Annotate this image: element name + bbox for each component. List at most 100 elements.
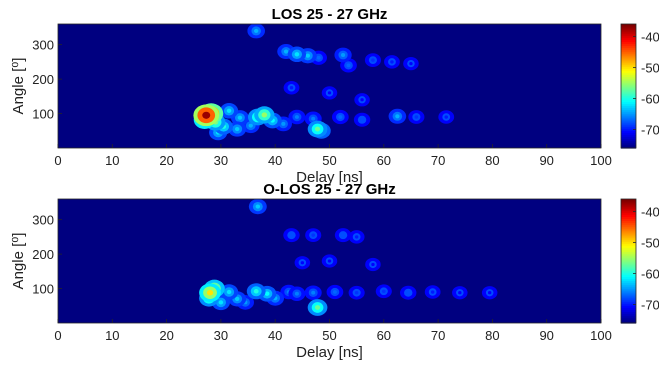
colorbar-segment xyxy=(621,212,636,216)
colorbar-segment xyxy=(621,262,636,266)
colorbar-segment xyxy=(621,111,636,114)
colorbar-segment xyxy=(621,237,636,241)
heatmap-peak xyxy=(294,52,300,57)
heatmap-peak xyxy=(283,49,289,54)
colorbar-segment xyxy=(621,233,636,237)
heatmap-peak xyxy=(218,300,224,305)
colorbar-segment xyxy=(621,41,636,44)
x-tick-label: 60 xyxy=(377,153,391,168)
x-tick-label: 100 xyxy=(590,328,612,343)
colorbar-frame xyxy=(620,198,637,324)
colorbar-segment xyxy=(621,311,636,314)
colorbar-segment xyxy=(621,72,636,75)
colorbar-segment xyxy=(621,120,636,124)
colorbar-segment xyxy=(621,278,636,281)
colorbar-segment xyxy=(621,231,636,235)
colorbar-segment xyxy=(621,253,636,256)
heatmap-peak xyxy=(341,233,345,237)
colorbar-segment xyxy=(621,280,636,283)
x-tick-label: 40 xyxy=(268,153,282,168)
colorbar-segment xyxy=(621,218,636,221)
colorbar-segment xyxy=(621,140,636,143)
colorbar-segment xyxy=(621,243,636,247)
colorbar-segment xyxy=(621,305,636,309)
colorbar-segment xyxy=(621,107,636,110)
colorbar-segment xyxy=(621,97,636,101)
colorbar-segment xyxy=(621,292,636,295)
colorbar-segment xyxy=(621,74,636,77)
heatmap-peak xyxy=(226,289,232,295)
x-axis-label: Delay [ns] xyxy=(296,169,363,186)
heatmap-peak xyxy=(371,58,375,62)
colorbar-segment xyxy=(621,132,636,136)
heatmap-peak xyxy=(294,115,299,119)
colorbar-segment xyxy=(621,66,636,70)
heatmap-peak xyxy=(305,53,311,58)
colorbar-segment xyxy=(621,51,636,54)
colorbar-segment xyxy=(621,47,636,50)
colorbar-segment xyxy=(621,138,636,141)
heatmap-peak xyxy=(390,60,394,64)
colorbar-segment xyxy=(621,142,636,145)
colorbar-segment xyxy=(621,230,636,233)
heatmap-peak xyxy=(340,53,346,57)
heatmap-peak xyxy=(327,91,332,95)
colorbar-segment xyxy=(621,115,636,118)
x-tick-label: 20 xyxy=(159,328,173,343)
colorbar-segment xyxy=(621,49,636,52)
heatmap-peak xyxy=(409,61,413,66)
colorbar-segment xyxy=(621,122,636,126)
colorbar-segment xyxy=(621,93,636,97)
heatmap-peak xyxy=(360,117,364,122)
heatmap-peak xyxy=(255,204,261,209)
colorbar-segment xyxy=(621,144,636,147)
colorbar-segment xyxy=(621,136,636,139)
heatmap-peak xyxy=(237,115,243,120)
heatmap-peak xyxy=(430,290,435,294)
colorbar-segment xyxy=(621,251,636,254)
colorbar-tick-label: -40 xyxy=(641,204,659,219)
y-tick-label: 100 xyxy=(32,282,54,297)
colorbar-segment xyxy=(621,220,636,223)
heatmap-peak xyxy=(314,305,321,310)
colorbar-segment xyxy=(621,228,636,231)
colorbar-tick-label: -60 xyxy=(641,266,659,281)
heatmap-peak xyxy=(226,108,232,113)
colorbar-segment xyxy=(621,274,636,278)
heatmap-peak xyxy=(360,98,364,102)
x-tick-label: 80 xyxy=(485,328,499,343)
colorbar-segment xyxy=(621,276,636,280)
colorbar-segment xyxy=(621,270,636,274)
colorbar-tick-label: -50 xyxy=(641,60,659,75)
colorbar-segment xyxy=(621,55,636,58)
colorbar-segment xyxy=(621,301,636,305)
colorbar-segment xyxy=(621,199,636,202)
colorbar-segment xyxy=(621,295,636,299)
colorbar-segment xyxy=(621,241,636,245)
y-tick-label: 300 xyxy=(32,213,54,228)
colorbar-segment xyxy=(621,259,636,262)
heatmap-peak xyxy=(254,28,259,33)
colorbar-segment xyxy=(621,282,636,285)
colorbar: -40 -50 -60 -70 xyxy=(620,198,659,324)
x-tick-label: 0 xyxy=(54,328,61,343)
y-tick-label: 200 xyxy=(32,72,54,87)
colorbar-segment xyxy=(621,82,636,85)
colorbar-segment xyxy=(621,58,636,62)
colorbar: -40 -50 -60 -70 xyxy=(620,23,659,149)
colorbar-segment xyxy=(621,31,636,35)
colorbar-segment xyxy=(621,29,636,33)
colorbar-segment xyxy=(621,43,636,46)
x-tick-label: 50 xyxy=(322,328,336,343)
colorbar-segment xyxy=(621,290,636,293)
x-tick-label: 90 xyxy=(539,328,553,343)
x-tick-label: 100 xyxy=(590,153,612,168)
heatmap-peak xyxy=(458,291,462,295)
heatmap-peak xyxy=(381,289,386,294)
colorbar-segment xyxy=(621,24,636,27)
heatmap-peak xyxy=(206,289,214,296)
x-tick-label: 30 xyxy=(214,328,228,343)
heatmap-peak xyxy=(311,290,316,295)
heatmap-peak xyxy=(202,111,211,119)
colorbar-segment xyxy=(621,272,636,276)
